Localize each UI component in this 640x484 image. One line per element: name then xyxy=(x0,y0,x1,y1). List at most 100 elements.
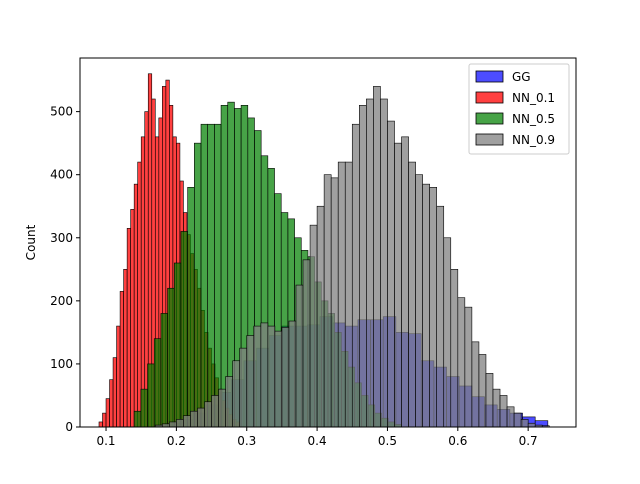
series-NN_0.9 xyxy=(154,86,550,428)
bar-NN_0.5-1 xyxy=(140,388,148,428)
bar-NN_0.9-45 xyxy=(471,341,480,428)
bar-NN_0.9-35 xyxy=(401,136,409,428)
legend-label-GG: GG xyxy=(512,70,531,84)
bar-NN_0.9-4 xyxy=(183,415,191,428)
bar-NN_0.1-11 xyxy=(137,161,142,428)
bar-NN_0.9-19 xyxy=(288,320,297,428)
bar-NN_0.9-53 xyxy=(527,422,536,428)
bar-NN_0.1-8 xyxy=(126,228,131,428)
bar-NN_0.9-24 xyxy=(323,174,332,428)
bar-NN_0.9-48 xyxy=(492,388,501,428)
bar-NN_0.1-12 xyxy=(140,136,146,428)
y-tick-label: 200 xyxy=(50,294,73,308)
bar-NN_0.5-3 xyxy=(153,338,162,428)
axes-frame xyxy=(79,57,577,428)
bar-NN_0.9-28 xyxy=(351,123,360,428)
bar-NN_0.9-49 xyxy=(499,395,508,428)
bar-NN_0.9-44 xyxy=(464,306,473,428)
bar-NN_0.9-27 xyxy=(344,161,353,428)
bar-NN_0.9-11 xyxy=(232,360,241,428)
bar-NN_0.9-29 xyxy=(359,105,367,428)
bar-NN_0.5-12 xyxy=(214,123,222,428)
bar-NN_0.9-39 xyxy=(429,187,438,428)
x-tick-label: 0.3 xyxy=(237,434,256,448)
bar-NN_0.9-41 xyxy=(443,237,452,428)
bar-NN_0.5-10 xyxy=(200,123,208,428)
legend-swatch-GG xyxy=(475,70,504,83)
bar-NN_0.9-25 xyxy=(330,177,339,428)
bar-NN_0.9-47 xyxy=(485,373,494,428)
bar-NN_0.1-9 xyxy=(130,209,135,428)
bar-NN_0.1-1 xyxy=(102,412,107,428)
bar-NN_0.9-51 xyxy=(513,412,522,428)
y-tick-label: 100 xyxy=(50,357,73,371)
bar-NN_0.9-14 xyxy=(253,325,262,428)
bar-NN_0.5-9 xyxy=(194,142,202,428)
y-tick-label: 400 xyxy=(50,168,73,182)
bar-NN_0.1-4 xyxy=(112,357,117,428)
x-tick-label: 0.1 xyxy=(96,434,115,448)
x-tick-label: 0.4 xyxy=(308,434,327,448)
bar-NN_0.9-36 xyxy=(408,161,416,428)
bar-NN_0.5-0 xyxy=(133,410,142,428)
bar-NN_0.9-33 xyxy=(387,120,395,428)
bar-NN_0.9-18 xyxy=(281,327,290,428)
bar-NN_0.9-30 xyxy=(366,98,374,428)
legend-swatch-NN_0.1 xyxy=(475,91,504,104)
bar-NN_0.9-16 xyxy=(267,325,276,428)
bar-NN_0.9-21 xyxy=(302,259,311,428)
bar-NN_0.5-5 xyxy=(167,287,175,428)
y-axis-ticks: 0 100 200 300 400 500 xyxy=(50,105,80,434)
bar-NN_0.9-26 xyxy=(337,161,346,428)
bar-NN_0.9-22 xyxy=(309,224,318,428)
bar-NN_0.5-8 xyxy=(187,187,195,428)
x-tick-label: 0.5 xyxy=(378,434,397,448)
bar-NN_0.1-7 xyxy=(123,269,128,428)
bar-NN_0.9-31 xyxy=(373,86,381,428)
bar-NN_0.5-4 xyxy=(160,313,168,428)
bar-NN_0.9-37 xyxy=(415,174,423,428)
bar-NN_0.9-13 xyxy=(246,335,255,428)
legend-swatch-NN_0.5 xyxy=(475,112,504,125)
x-axis-ticks: 0.1 0.2 0.3 0.4 0.5 0.6 0.7 xyxy=(96,427,538,448)
bar-NN_0.1-3 xyxy=(109,379,114,428)
bar-NN_0.9-8 xyxy=(211,395,219,428)
bar-NN_0.1-0 xyxy=(98,421,103,428)
y-tick-label: 0 xyxy=(65,420,73,434)
bar-NN_0.9-50 xyxy=(506,406,515,428)
bar-NN_0.1-5 xyxy=(116,325,121,428)
bar-NN_0.9-52 xyxy=(520,419,529,428)
bar-NN_0.9-34 xyxy=(394,142,402,428)
bar-NN_0.9-2 xyxy=(169,421,177,428)
bar-NN_0.1-6 xyxy=(119,291,124,428)
bar-NN_0.5-6 xyxy=(173,262,182,428)
bar-NN_0.9-7 xyxy=(204,401,212,428)
legend-swatch-NN_0.9 xyxy=(475,133,504,146)
y-axis-label: Count xyxy=(24,224,38,260)
bar-NN_0.9-38 xyxy=(422,183,430,428)
x-tick-label: 0.6 xyxy=(448,434,467,448)
x-tick-label: 0.7 xyxy=(519,434,538,448)
bar-NN_0.9-43 xyxy=(457,297,466,428)
bar-NN_0.5-11 xyxy=(207,123,215,428)
bar-NN_0.9-9 xyxy=(218,388,226,428)
y-tick-label: 500 xyxy=(50,105,73,119)
bar-NN_0.9-20 xyxy=(295,284,304,428)
bar-NN_0.9-15 xyxy=(260,322,269,428)
bar-NN_0.9-3 xyxy=(176,419,184,428)
legend-label-NN_0.5: NN_0.5 xyxy=(512,112,555,126)
bar-NN_0.1-10 xyxy=(133,183,138,428)
bar-NN_0.5-2 xyxy=(147,363,155,428)
bar-NN_0.1-2 xyxy=(105,398,110,428)
y-tick-label: 300 xyxy=(50,231,73,245)
legend-label-NN_0.9: NN_0.9 xyxy=(512,133,555,147)
x-tick-label: 0.2 xyxy=(167,434,186,448)
bar-NN_0.9-23 xyxy=(316,205,325,428)
bar-NN_0.9-32 xyxy=(380,98,388,428)
legend-box xyxy=(468,63,570,155)
bar-NN_0.9-5 xyxy=(190,410,198,428)
bar-NN_0.9-12 xyxy=(239,347,248,428)
legend-label-NN_0.1: NN_0.1 xyxy=(512,91,555,105)
